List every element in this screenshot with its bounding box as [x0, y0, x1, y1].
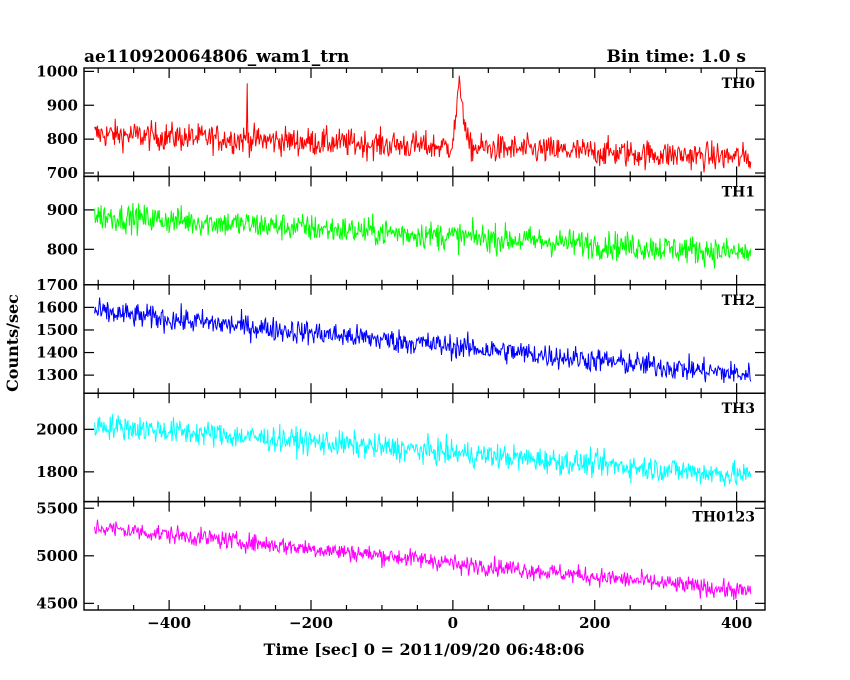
- panel-th0: 700 800 900 1000 TH0: [36, 62, 766, 182]
- y-tick-label: 1300: [36, 366, 78, 384]
- y-tick-label: 4500: [36, 594, 78, 612]
- panel-th1: 800 900 TH1: [47, 175, 766, 286]
- y-tick-label: 800: [47, 240, 78, 258]
- panel-th0123: 4500 5000 5500 TH0123: [36, 499, 766, 612]
- y-tick-label: 1500: [36, 321, 78, 339]
- chart-title-right: Bin time: 1.0 s: [607, 47, 746, 67]
- series-line-th2: [94, 297, 752, 384]
- y-tick-label: 700: [47, 164, 78, 182]
- panel-label-th2: TH2: [722, 293, 755, 309]
- x-axis-label: Time [sec] 0 = 2011/09/20 06:48:06: [264, 640, 585, 659]
- panels-group: 700 800 900 1000 TH0 800 900 TH1 1300 1400 1500 160…: [36, 62, 766, 632]
- y-tick-label: 1400: [36, 344, 78, 362]
- x-tick-label: −400: [147, 614, 191, 632]
- y-axis-label: Counts/sec: [3, 294, 22, 392]
- y-tick-label: 1700: [36, 276, 78, 294]
- series-line-th3: [94, 413, 752, 487]
- panel-frame: [83, 392, 766, 503]
- y-tick-label: 2000: [36, 420, 78, 438]
- panel-frame: [83, 175, 766, 286]
- chart-title-left: ae110920064806_wam1_trn: [84, 47, 349, 67]
- panel-frame: [83, 284, 766, 394]
- panel-label-th3: TH3: [722, 401, 755, 417]
- series-line-th0123: [94, 519, 752, 601]
- x-tick-label: 400: [721, 614, 752, 632]
- panel-label-th1: TH1: [722, 184, 755, 200]
- y-tick-label: 1800: [36, 463, 78, 481]
- y-tick-label: 800: [47, 130, 78, 148]
- panel-label-th0: TH0: [722, 76, 756, 92]
- x-tick-label: 0: [448, 614, 458, 632]
- y-tick-label: 900: [47, 96, 78, 114]
- series-line-th0: [94, 75, 752, 173]
- panel-label-th0123: TH0123: [692, 510, 755, 526]
- panel-th2: 1300 1400 1500 1600 1700 TH2: [36, 276, 766, 394]
- y-tick-label: 1600: [36, 298, 78, 316]
- y-tick-label: 900: [47, 201, 78, 219]
- panel-th3: 1800 2000 TH3: [36, 392, 766, 503]
- y-tick-label: 1000: [36, 62, 78, 80]
- x-tick-label: −200: [289, 614, 333, 632]
- y-tick-label: 5500: [36, 499, 78, 517]
- series-line-th1: [94, 202, 752, 269]
- y-tick-label: 5000: [36, 547, 78, 565]
- x-tick-label: 200: [579, 614, 610, 632]
